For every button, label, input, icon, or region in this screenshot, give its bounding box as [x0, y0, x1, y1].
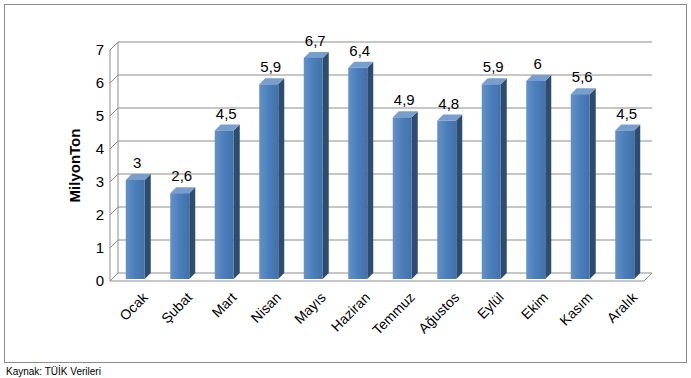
bar-side: [278, 78, 284, 279]
bar-front: [571, 94, 590, 279]
bar-side: [412, 111, 418, 279]
bar-top: [393, 111, 418, 117]
bar-front: [615, 131, 634, 280]
x-tick-label: Ocak: [116, 288, 151, 323]
bar-front: [304, 58, 323, 279]
grid-line: [110, 75, 652, 83]
x-tick-label: Mayıs: [291, 289, 329, 327]
y-tick-label: 3: [96, 173, 104, 190]
bar: [482, 78, 507, 279]
x-tick-label: Nisan: [248, 289, 285, 326]
bars: [126, 52, 641, 279]
bar-top: [304, 52, 329, 58]
bar-top: [482, 78, 507, 84]
bar-side: [456, 115, 462, 279]
chart-container: 0 1 2 3 4 5 6 7 MilyonTon 3 Ocak 2,6 Şubat 4,5 Mart 5,9…: [0, 0, 691, 378]
bar-front: [482, 84, 501, 279]
bar: [215, 125, 240, 280]
bar-top: [126, 174, 151, 180]
data-label: 4,5: [216, 105, 237, 122]
data-label: 6,4: [349, 42, 370, 59]
grid-line: [110, 141, 652, 149]
bar: [526, 75, 551, 279]
bar: [571, 88, 596, 279]
y-tick-label: 7: [96, 41, 104, 58]
bar-side: [234, 125, 240, 280]
grid: [110, 42, 652, 281]
bar: [437, 115, 462, 279]
y-axis-line: [118, 42, 119, 273]
data-label: 4,5: [616, 105, 637, 122]
bar-front: [437, 121, 456, 279]
bar-top: [259, 78, 284, 84]
bar-top: [170, 187, 195, 193]
bar: [304, 52, 329, 279]
bar-side: [545, 75, 551, 279]
bar: [393, 111, 418, 279]
chart-svg: 0 1 2 3 4 5 6 7 MilyonTon 3 Ocak 2,6 Şubat 4,5 Mart 5,9…: [0, 0, 691, 378]
bar: [348, 62, 373, 279]
bar: [170, 187, 195, 279]
y-tick-label: 1: [96, 239, 104, 256]
bar-top: [437, 115, 462, 121]
x-tick-label: Kasım: [556, 289, 595, 328]
y-tick-label: 2: [96, 206, 104, 223]
y-tick-label: 5: [96, 107, 104, 124]
data-label: 4,8: [438, 95, 459, 112]
x-tick-label: Haziran: [328, 289, 373, 334]
bar-top: [348, 62, 373, 68]
bar-top: [615, 125, 640, 131]
bar-side: [634, 125, 640, 280]
grid-line: [110, 108, 652, 116]
data-label: 5,9: [483, 58, 504, 75]
floor-right: [644, 273, 652, 281]
bar-top: [571, 88, 596, 94]
data-label: 5,9: [260, 58, 281, 75]
data-label: 3: [133, 154, 141, 171]
data-label: 4,9: [394, 91, 415, 108]
y-tick-label: 0: [96, 272, 104, 289]
bar-side: [189, 187, 195, 279]
bar-side: [323, 52, 329, 279]
data-label: 5,6: [572, 68, 593, 85]
bar-top: [215, 125, 240, 131]
bar-front: [393, 117, 412, 279]
y-tick-label: 6: [96, 74, 104, 91]
x-tick-label: Şubat: [158, 289, 195, 326]
x-tick-label: Mart: [209, 289, 240, 320]
x-tick-label: Ağustos: [415, 289, 462, 336]
bar-side: [590, 88, 596, 279]
bar-front: [126, 180, 145, 279]
chart-frame: [5, 5, 687, 363]
data-label: 2,6: [171, 167, 192, 184]
bar-front: [348, 68, 367, 279]
data-label: 6,7: [305, 32, 326, 49]
bar-front: [259, 84, 278, 279]
annotation: Kaynak: TÜİK Verileri: [6, 365, 101, 377]
labels: 3 Ocak 2,6 Şubat 4,5 Mart 5,9 Nisan 6,7 Mayıs 6,4 H…: [116, 32, 641, 338]
grid-line: [110, 42, 652, 50]
x-tick-label: Ekim: [518, 289, 551, 322]
bar: [259, 78, 284, 279]
bar-side: [501, 78, 507, 279]
floor-front: [110, 281, 644, 282]
bar-side: [367, 62, 373, 279]
y-axis-front-line: [110, 50, 111, 281]
bar-front: [526, 81, 545, 279]
x-tick-label: Eylül: [474, 289, 507, 322]
x-tick-label: Temmuz: [369, 289, 418, 338]
bar: [615, 125, 640, 280]
data-label: 6: [534, 55, 542, 72]
bar-top: [526, 75, 551, 81]
bar-side: [145, 174, 151, 279]
bar: [126, 174, 151, 279]
bar-front: [215, 131, 234, 280]
x-tick-label: Aralık: [604, 288, 641, 325]
bar-front: [170, 193, 189, 279]
y-tick-label: 4: [96, 140, 104, 157]
y-axis-title: MilyonTon: [66, 129, 83, 203]
